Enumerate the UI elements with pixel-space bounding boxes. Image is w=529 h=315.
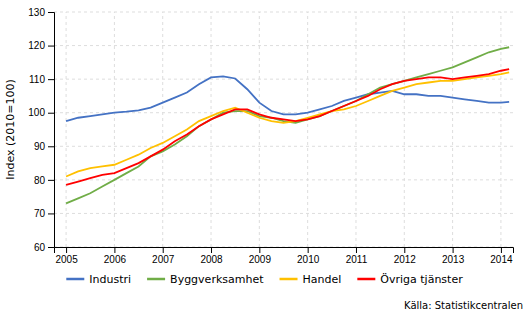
grid-line-y bbox=[54, 213, 513, 214]
y-axis-tick-label: 110 bbox=[29, 74, 45, 85]
x-axis-tick: 2012 bbox=[394, 247, 417, 265]
x-axis-tick: 2008 bbox=[200, 247, 223, 265]
grid-line-x bbox=[211, 12, 212, 247]
x-axis-tick-label: 2006 bbox=[104, 254, 127, 265]
y-axis-tick-label: 60 bbox=[34, 242, 46, 253]
grid-line-x bbox=[259, 12, 260, 247]
x-axis-tick-label: 2005 bbox=[55, 254, 78, 265]
x-axis-tick-mark bbox=[163, 247, 164, 253]
plot-area bbox=[66, 47, 509, 203]
x-axis-tick: 2006 bbox=[104, 247, 127, 265]
grid-line-y bbox=[54, 146, 513, 147]
y-axis-tick-mark bbox=[48, 113, 54, 114]
legend: Industri Byggverksamhet Handel Övriga tjäns… bbox=[66, 273, 463, 286]
legend-swatch bbox=[66, 278, 84, 281]
x-axis-tick: 2009 bbox=[249, 247, 272, 265]
legend-label: Handel bbox=[303, 273, 342, 286]
grid-line-x bbox=[307, 12, 308, 247]
x-axis-tick-label: 2011 bbox=[346, 254, 368, 265]
legend-label: Övriga tjänster bbox=[380, 273, 463, 286]
grid-line-x bbox=[114, 12, 115, 247]
x-axis-tick-label: 2008 bbox=[200, 254, 223, 265]
legend-item: Byggverksamhet bbox=[147, 273, 264, 286]
y-axis-tick-mark bbox=[48, 247, 54, 248]
legend-item: Industri bbox=[66, 273, 131, 286]
source-note: Källa: Statistikcentralen bbox=[404, 300, 523, 311]
grid-line-x bbox=[162, 12, 163, 247]
y-axis-title: Index (2010=100) bbox=[4, 79, 17, 180]
grid bbox=[54, 12, 513, 247]
x-axis: 2005 2006 2007 2008 2009 2010 2011 2012 2013 2014 bbox=[55, 247, 514, 265]
x-axis-tick: 2011 bbox=[346, 247, 368, 265]
legend-label: Industri bbox=[89, 273, 131, 286]
y-axis-tick: 130 bbox=[28, 7, 54, 18]
x-axis-tick-mark bbox=[453, 247, 454, 253]
y-axis-tick-label: 70 bbox=[34, 208, 46, 219]
y-axis-tick: 90 bbox=[34, 141, 54, 152]
y-axis-tick: 80 bbox=[34, 175, 54, 186]
y-axis-tick: 110 bbox=[29, 74, 54, 85]
y-axis-tick-label: 80 bbox=[34, 175, 46, 186]
y-axis-tick-mark bbox=[48, 46, 54, 47]
series-line bbox=[66, 72, 509, 176]
y-axis-tick-label: 130 bbox=[28, 7, 45, 18]
x-axis-tick-mark bbox=[501, 247, 502, 253]
y-axis-tick-label: 100 bbox=[28, 107, 45, 118]
legend-swatch bbox=[280, 278, 298, 281]
legend-swatch bbox=[147, 278, 165, 281]
grid-line-y bbox=[54, 45, 513, 46]
y-axis-line bbox=[48, 13, 55, 248]
x-axis-tick-mark bbox=[308, 247, 309, 253]
x-axis-tick-label: 2014 bbox=[490, 254, 513, 265]
y-axis-tick: 100 bbox=[28, 107, 54, 118]
legend-swatch bbox=[357, 278, 375, 281]
series-line bbox=[66, 76, 509, 121]
grid-line-x bbox=[66, 12, 67, 247]
y-axis-tick-mark bbox=[48, 79, 54, 80]
legend-label: Byggverksamhet bbox=[170, 273, 264, 286]
x-axis-tick-mark bbox=[66, 247, 67, 253]
x-axis-tick: 2005 bbox=[55, 247, 78, 265]
chart-container: 2005 2006 2007 2008 2009 2010 2011 2012 2013 2014… bbox=[0, 0, 529, 315]
x-axis-tick-label: 2012 bbox=[394, 254, 417, 265]
x-axis-tick: 2007 bbox=[152, 247, 175, 265]
x-axis-tick: 2014 bbox=[490, 247, 513, 265]
legend-item: Övriga tjänster bbox=[357, 273, 463, 286]
series-line bbox=[66, 69, 509, 185]
x-axis-tick-mark bbox=[404, 247, 405, 253]
x-axis-tick-mark bbox=[114, 247, 115, 253]
y-axis-tick-mark bbox=[48, 12, 54, 13]
x-axis-tick-mark bbox=[356, 247, 357, 253]
grid-line-y bbox=[54, 179, 513, 180]
x-axis-tick-label: 2009 bbox=[249, 254, 272, 265]
x-axis-tick-mark bbox=[211, 247, 212, 253]
x-axis-line bbox=[55, 248, 514, 254]
grid-line-x bbox=[355, 12, 356, 247]
x-axis-tick: 2010 bbox=[297, 247, 320, 265]
grid-line-x bbox=[452, 12, 453, 247]
y-axis-tick-mark bbox=[48, 180, 54, 181]
y-axis-tick: 60 bbox=[34, 242, 54, 253]
x-axis-tick-label: 2007 bbox=[152, 254, 175, 265]
grid-line-y bbox=[54, 12, 513, 13]
x-axis-tick: 2013 bbox=[442, 247, 465, 265]
x-axis-tick-mark bbox=[259, 247, 260, 253]
legend-item: Handel bbox=[280, 273, 342, 286]
grid-line-x bbox=[500, 12, 501, 247]
y-axis-tick-mark bbox=[48, 146, 54, 147]
y-axis-tick-mark bbox=[48, 213, 54, 214]
y-axis-tick-label: 120 bbox=[28, 40, 45, 51]
y-axis: 60 70 80 90 100 110 120 130 bbox=[28, 7, 54, 253]
y-axis-tick: 120 bbox=[28, 40, 54, 51]
chart: 2005 2006 2007 2008 2009 2010 2011 2012 2013 2014… bbox=[0, 0, 529, 315]
grid-line-x bbox=[404, 12, 405, 247]
y-axis-tick: 70 bbox=[34, 208, 54, 219]
x-axis-tick-label: 2013 bbox=[442, 254, 465, 265]
y-axis-tick-label: 90 bbox=[34, 141, 46, 152]
x-axis-tick-label: 2010 bbox=[297, 254, 320, 265]
series-line bbox=[66, 47, 509, 203]
